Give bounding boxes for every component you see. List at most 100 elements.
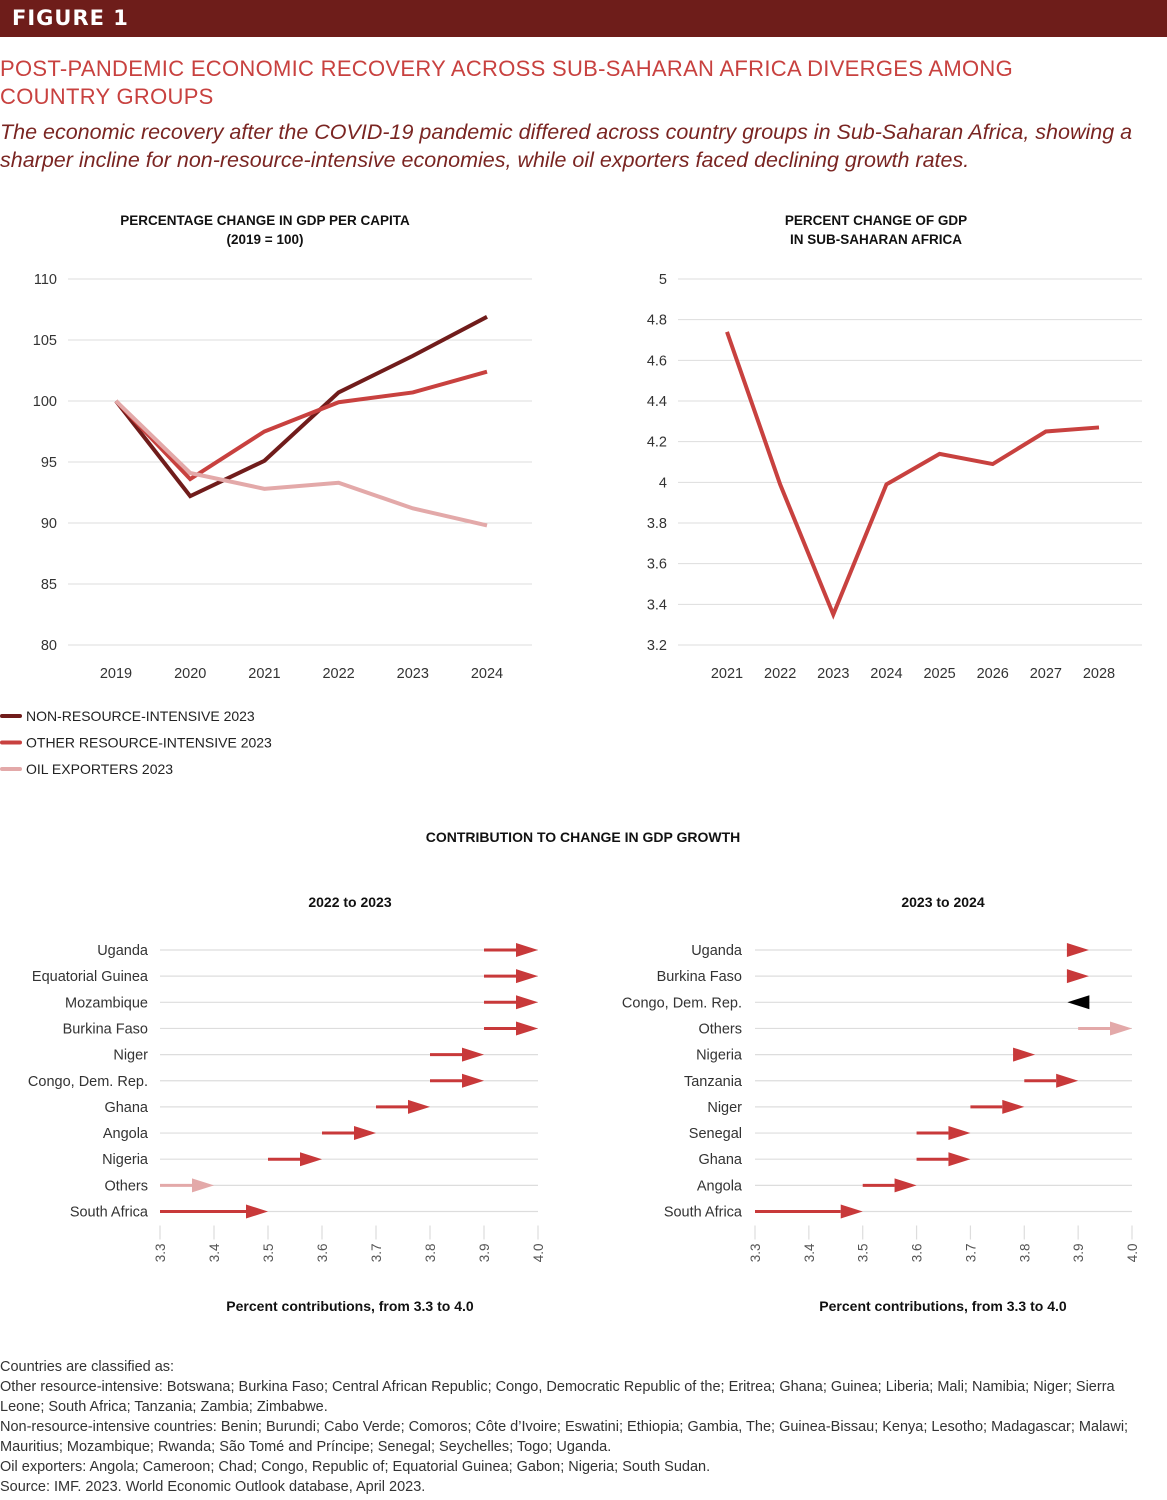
footnote-other-resource: Other resource-intensive: Botswana; Burk…	[0, 1379, 1115, 1415]
row-label: Others	[698, 1021, 742, 1037]
x-tick-label: 2025	[923, 666, 955, 682]
y-tick-label: 90	[41, 516, 57, 532]
y-tick-label: 80	[41, 638, 57, 654]
row-label: South Africa	[70, 1205, 149, 1221]
footnote-intro: Countries are classified as:	[0, 1359, 175, 1375]
footnotes: Countries are classified as: Other resou…	[0, 1357, 1160, 1497]
x-tick-label: 2023	[397, 666, 429, 682]
series-line	[114, 399, 488, 528]
row-label: Senegal	[689, 1126, 742, 1142]
arrow-head	[300, 1152, 322, 1167]
panel-title: 2023 to 2024	[901, 894, 984, 910]
legend-label: NON-RESOURCE-INTENSIVE 2023	[26, 708, 255, 724]
arrow-head	[354, 1126, 376, 1141]
x-tick-label: 2026	[977, 666, 1009, 682]
x-tick-label: 2022	[322, 666, 354, 682]
row-label: Mozambique	[65, 995, 148, 1011]
x-tick-label: 4.0	[1125, 1244, 1140, 1263]
y-tick-label: 4.4	[647, 394, 667, 410]
series-line	[725, 331, 1100, 620]
x-axis-label: Percent contributions, from 3.3 to 4.0	[819, 1298, 1067, 1314]
x-tick-label: 2024	[471, 666, 503, 682]
arrow-head	[1110, 1021, 1132, 1036]
row-label: Burkina Faso	[63, 1021, 148, 1037]
x-axis-label: Percent contributions, from 3.3 to 4.0	[226, 1298, 474, 1314]
legend-label: OTHER RESOURCE-INTENSIVE 2023	[26, 735, 272, 751]
x-tick-label: 2022	[764, 666, 796, 682]
row-label: Congo, Dem. Rep.	[622, 995, 742, 1011]
y-tick-label: 5	[659, 272, 667, 288]
x-tick-label: 3.6	[910, 1244, 925, 1263]
row-label: Tanzania	[684, 1074, 743, 1090]
arrow-head	[1002, 1099, 1025, 1114]
x-tick-label: 2019	[100, 666, 132, 682]
arrow-head	[1056, 1073, 1079, 1088]
figure-headline: POST-PANDEMIC ECONOMIC RECOVERY ACROSS S…	[0, 56, 1014, 109]
x-tick-label: 3.5	[261, 1244, 276, 1263]
footnote-source: Source: IMF. 2023. World Economic Outloo…	[0, 1479, 426, 1495]
arrow-head	[408, 1099, 430, 1114]
y-tick-label: 4.6	[647, 353, 667, 369]
x-tick-label: 3.4	[207, 1243, 222, 1262]
series-line	[114, 315, 488, 499]
row-label: Congo, Dem. Rep.	[28, 1074, 148, 1090]
row-label: South Africa	[664, 1205, 743, 1221]
x-tick-label: 3.7	[963, 1244, 978, 1263]
row-label: Uganda	[691, 943, 743, 959]
x-tick-label: 3.4	[802, 1243, 817, 1262]
x-tick-label: 3.9	[1071, 1244, 1086, 1263]
x-tick-label: 2020	[174, 666, 206, 682]
row-label: Equatorial Guinea	[32, 969, 149, 985]
arrow-head	[948, 1126, 971, 1141]
chart-subtitle: IN SUB-SAHARAN AFRICA	[790, 232, 962, 247]
x-tick-label: 2021	[248, 666, 280, 682]
footnote-non-resource: Non-resource-intensive countries: Benin;…	[0, 1419, 1129, 1455]
arrow-head	[246, 1204, 268, 1219]
arrow-head	[1013, 1047, 1036, 1062]
figure-subheadline: The economic recovery after the COVID-19…	[0, 120, 1133, 172]
y-tick-label: 3.4	[647, 597, 667, 613]
y-tick-label: 105	[33, 333, 57, 349]
row-label: Nigeria	[696, 1048, 743, 1064]
chart-subtitle: (2019 = 100)	[227, 232, 304, 247]
x-tick-label: 4.0	[531, 1244, 546, 1263]
x-tick-label: 3.8	[1017, 1244, 1032, 1263]
x-tick-label: 3.3	[748, 1244, 763, 1263]
arrow-head	[894, 1178, 917, 1193]
row-label: Nigeria	[102, 1152, 149, 1168]
footnote-oil-exporters: Oil exporters: Angola; Cameroon; Chad; C…	[0, 1459, 711, 1475]
x-tick-label: 3.6	[315, 1244, 330, 1263]
x-tick-label: 2021	[711, 666, 743, 682]
arrow-head	[516, 995, 538, 1010]
row-label: Burkina Faso	[657, 969, 742, 985]
y-tick-label: 3.8	[647, 516, 667, 532]
arrow-head	[462, 1073, 484, 1088]
y-tick-label: 4.2	[647, 435, 667, 451]
arrow-head	[516, 943, 538, 957]
chart-title: PERCENT CHANGE OF GDP	[785, 213, 967, 228]
arrow-head	[1066, 969, 1089, 984]
x-tick-label: 3.7	[369, 1244, 384, 1263]
section-title: CONTRIBUTION TO CHANGE IN GDP GROWTH	[426, 829, 740, 845]
arrow-head	[1067, 995, 1090, 1010]
x-tick-label: 3.8	[423, 1244, 438, 1263]
arrow-head	[516, 1021, 538, 1036]
arrow-head	[948, 1152, 971, 1167]
arrow-head	[192, 1178, 214, 1193]
x-tick-label: 2027	[1030, 666, 1062, 682]
row-label: Niger	[113, 1048, 148, 1064]
arrow-head	[516, 969, 538, 984]
row-label: Angola	[103, 1126, 149, 1142]
row-label: Others	[104, 1178, 148, 1194]
row-label: Ghana	[698, 1152, 742, 1168]
legend-label: OIL EXPORTERS 2023	[26, 761, 173, 777]
x-tick-label: 2023	[817, 666, 849, 682]
x-tick-label: 3.5	[856, 1244, 871, 1263]
series-line	[114, 369, 488, 482]
y-tick-label: 100	[33, 394, 57, 410]
x-tick-label: 2028	[1083, 666, 1115, 682]
arrow-head	[840, 1204, 863, 1219]
row-label: Ghana	[104, 1100, 148, 1116]
arrow-head	[1066, 943, 1089, 957]
